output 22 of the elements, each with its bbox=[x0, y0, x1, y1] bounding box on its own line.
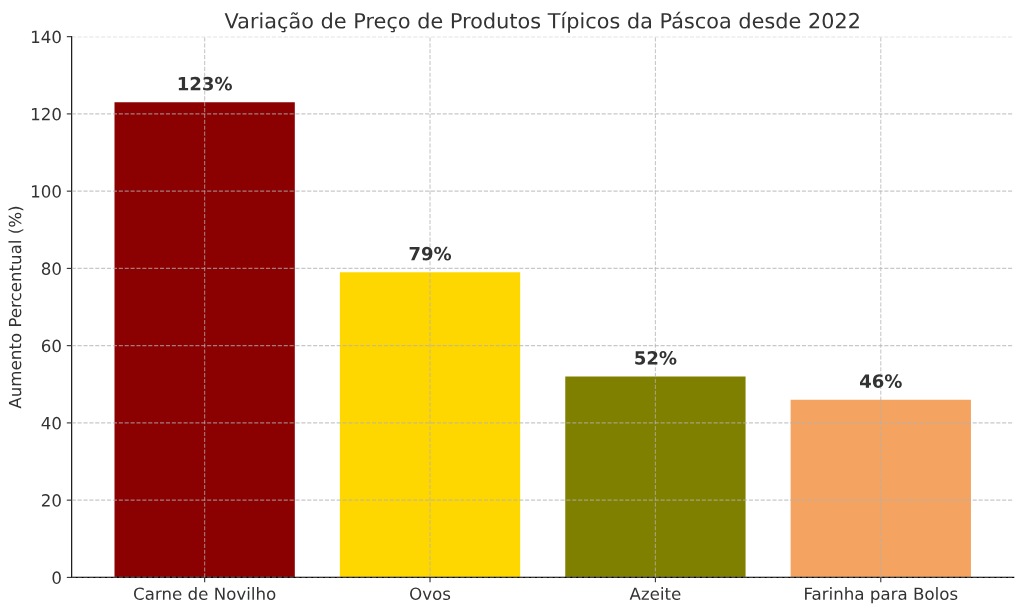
bar bbox=[339, 272, 521, 578]
y-tick-label: 140 bbox=[31, 30, 61, 44]
data-label: 52% bbox=[635, 351, 677, 365]
y-tick-label: 100 bbox=[31, 185, 61, 198]
data-label: 79% bbox=[409, 246, 452, 261]
chart-title: Variação de Preço de Produtos Típicos da Páscoa desde 2022 bbox=[224, 11, 859, 33]
y-tick-label: 120 bbox=[31, 107, 61, 121]
y-tick-label: 0 bbox=[52, 571, 61, 584]
bar bbox=[565, 376, 746, 578]
y-tick-label: 80 bbox=[41, 262, 61, 275]
x-tick-label: Farinha para Bolos bbox=[805, 587, 958, 604]
y-axis-title: Aumento Percentual (%) bbox=[8, 206, 24, 409]
x-tick-label: Ovos bbox=[410, 587, 451, 601]
bar bbox=[114, 102, 295, 578]
bar bbox=[790, 399, 971, 578]
data-label: 123% bbox=[178, 76, 232, 91]
y-tick-label: 20 bbox=[41, 494, 61, 507]
y-tick-label: 60 bbox=[41, 339, 61, 353]
data-label: 46% bbox=[859, 374, 902, 388]
x-tick-label: Azeite bbox=[629, 587, 681, 601]
y-tick-label: 40 bbox=[41, 416, 61, 430]
x-tick-label: Carne de Novilho bbox=[133, 587, 276, 601]
